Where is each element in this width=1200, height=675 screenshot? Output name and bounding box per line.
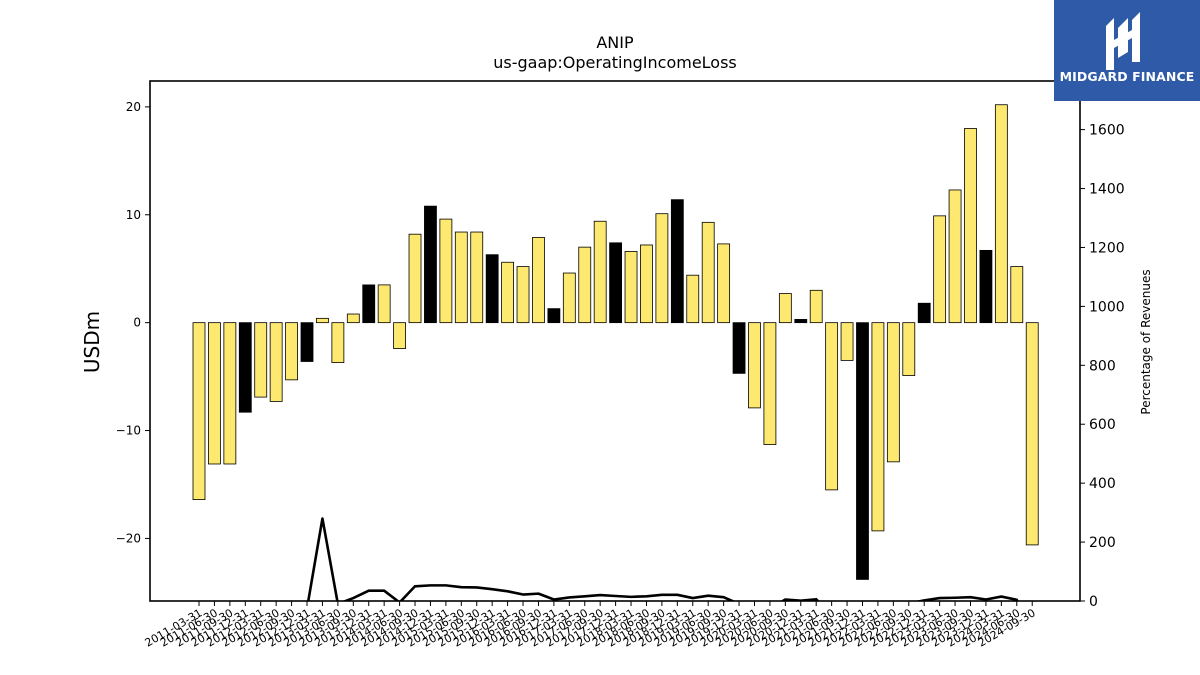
bar-2017-03-31 [562,272,576,324]
bar-2017-09-30 [593,220,607,324]
bar-2018-06-30 [640,244,653,324]
y-tick-label: 20 [126,100,141,114]
y-tick-label: −10 [116,424,141,438]
bar-2012-03-31 [254,322,268,398]
bar-2018-03-31 [624,251,638,324]
y2-tick-label: 200 [1089,535,1116,551]
bar-2017-12-31 [609,242,623,324]
chart-subtitle: us-gaap:OperatingIncomeLoss [493,53,737,72]
bar-2021-12-31 [856,322,869,580]
plot-frame [149,80,1081,602]
bar-2023-06-30 [948,189,962,324]
y2-tick-label: 1600 [1089,123,1125,139]
bar-2022-09-30 [902,322,916,376]
y2-tick-label: 800 [1089,358,1116,374]
y-tick-label: 10 [126,208,141,222]
y2-tick-label: 400 [1089,476,1116,492]
bar-2020-06-30 [763,322,777,445]
bar-2011-09-30 [223,322,237,465]
bar-2023-09-30 [964,128,977,324]
y2-tick-label: 600 [1089,417,1116,433]
y-tick-label: −20 [116,531,141,545]
chart-title: ANIP [596,33,634,52]
bar-2023-12-31 [979,249,993,324]
bar-2024-09-30 [1025,322,1039,546]
bar-2019-12-31 [732,322,746,374]
bar-2024-03-31 [994,104,1008,324]
bar-2015-03-31 [439,218,453,324]
bar-2014-12-31 [424,205,437,324]
y2-tick-label: 1200 [1089,240,1125,256]
bar-2016-12-31 [547,308,561,324]
bar-2011-03-31 [192,322,206,500]
bar-2020-09-30 [778,293,792,324]
bar-2019-06-30 [701,221,715,324]
bar-2020-12-31 [794,319,808,324]
bar-2018-09-30 [655,213,669,324]
y-axis-label: USDm [80,311,104,373]
bar-2021-06-30 [825,322,839,491]
brand-logo: MIDGARD FINANCE [1054,0,1200,101]
bar-2018-12-31 [670,199,684,324]
bar-2015-12-31 [485,254,499,324]
bar-2013-09-30 [346,313,360,324]
bar-2021-03-31 [809,289,823,324]
bar-2016-03-31 [501,261,515,324]
bar-2013-03-31 [316,317,329,324]
y-tick-label: 0 [133,316,141,330]
bar-2022-06-30 [886,322,900,463]
bar-2015-06-30 [454,231,468,324]
bar-2022-03-31 [871,322,885,532]
bar-2011-12-31 [238,322,252,413]
bar-2023-03-31 [933,215,947,324]
y2-axis-label: Percentage of Revenues [1139,269,1153,414]
y2-tick-label: 1000 [1089,299,1125,315]
bar-2017-06-30 [578,246,592,324]
bar-2019-09-30 [717,243,731,324]
bar-2012-06-30 [269,322,283,402]
bar-2014-03-31 [377,284,391,324]
logo-text: MIDGARD FINANCE [1059,69,1195,84]
bar-2012-09-30 [285,322,298,381]
y2-tick-label: 0 [1089,594,1098,610]
bar-2021-09-30 [840,322,854,361]
logo-mark-icon [1106,12,1140,70]
revenue-percentage-line [306,517,1019,601]
bar-2024-06-30 [1010,266,1024,324]
bar-2013-12-31 [362,284,376,324]
bar-2015-09-30 [470,231,484,324]
bar-2022-12-31 [917,302,931,324]
bar-2014-09-30 [408,233,422,324]
bar-2020-03-31 [748,322,761,409]
bar-2013-06-30 [331,322,345,363]
bar-2016-06-30 [516,266,530,324]
bar-2016-09-30 [532,237,545,324]
bar-2012-12-31 [300,322,314,362]
bar-2011-06-30 [208,322,221,465]
y2-tick-label: 1400 [1089,182,1125,198]
bar-2019-03-31 [686,274,700,324]
bar-2014-06-30 [393,322,406,349]
